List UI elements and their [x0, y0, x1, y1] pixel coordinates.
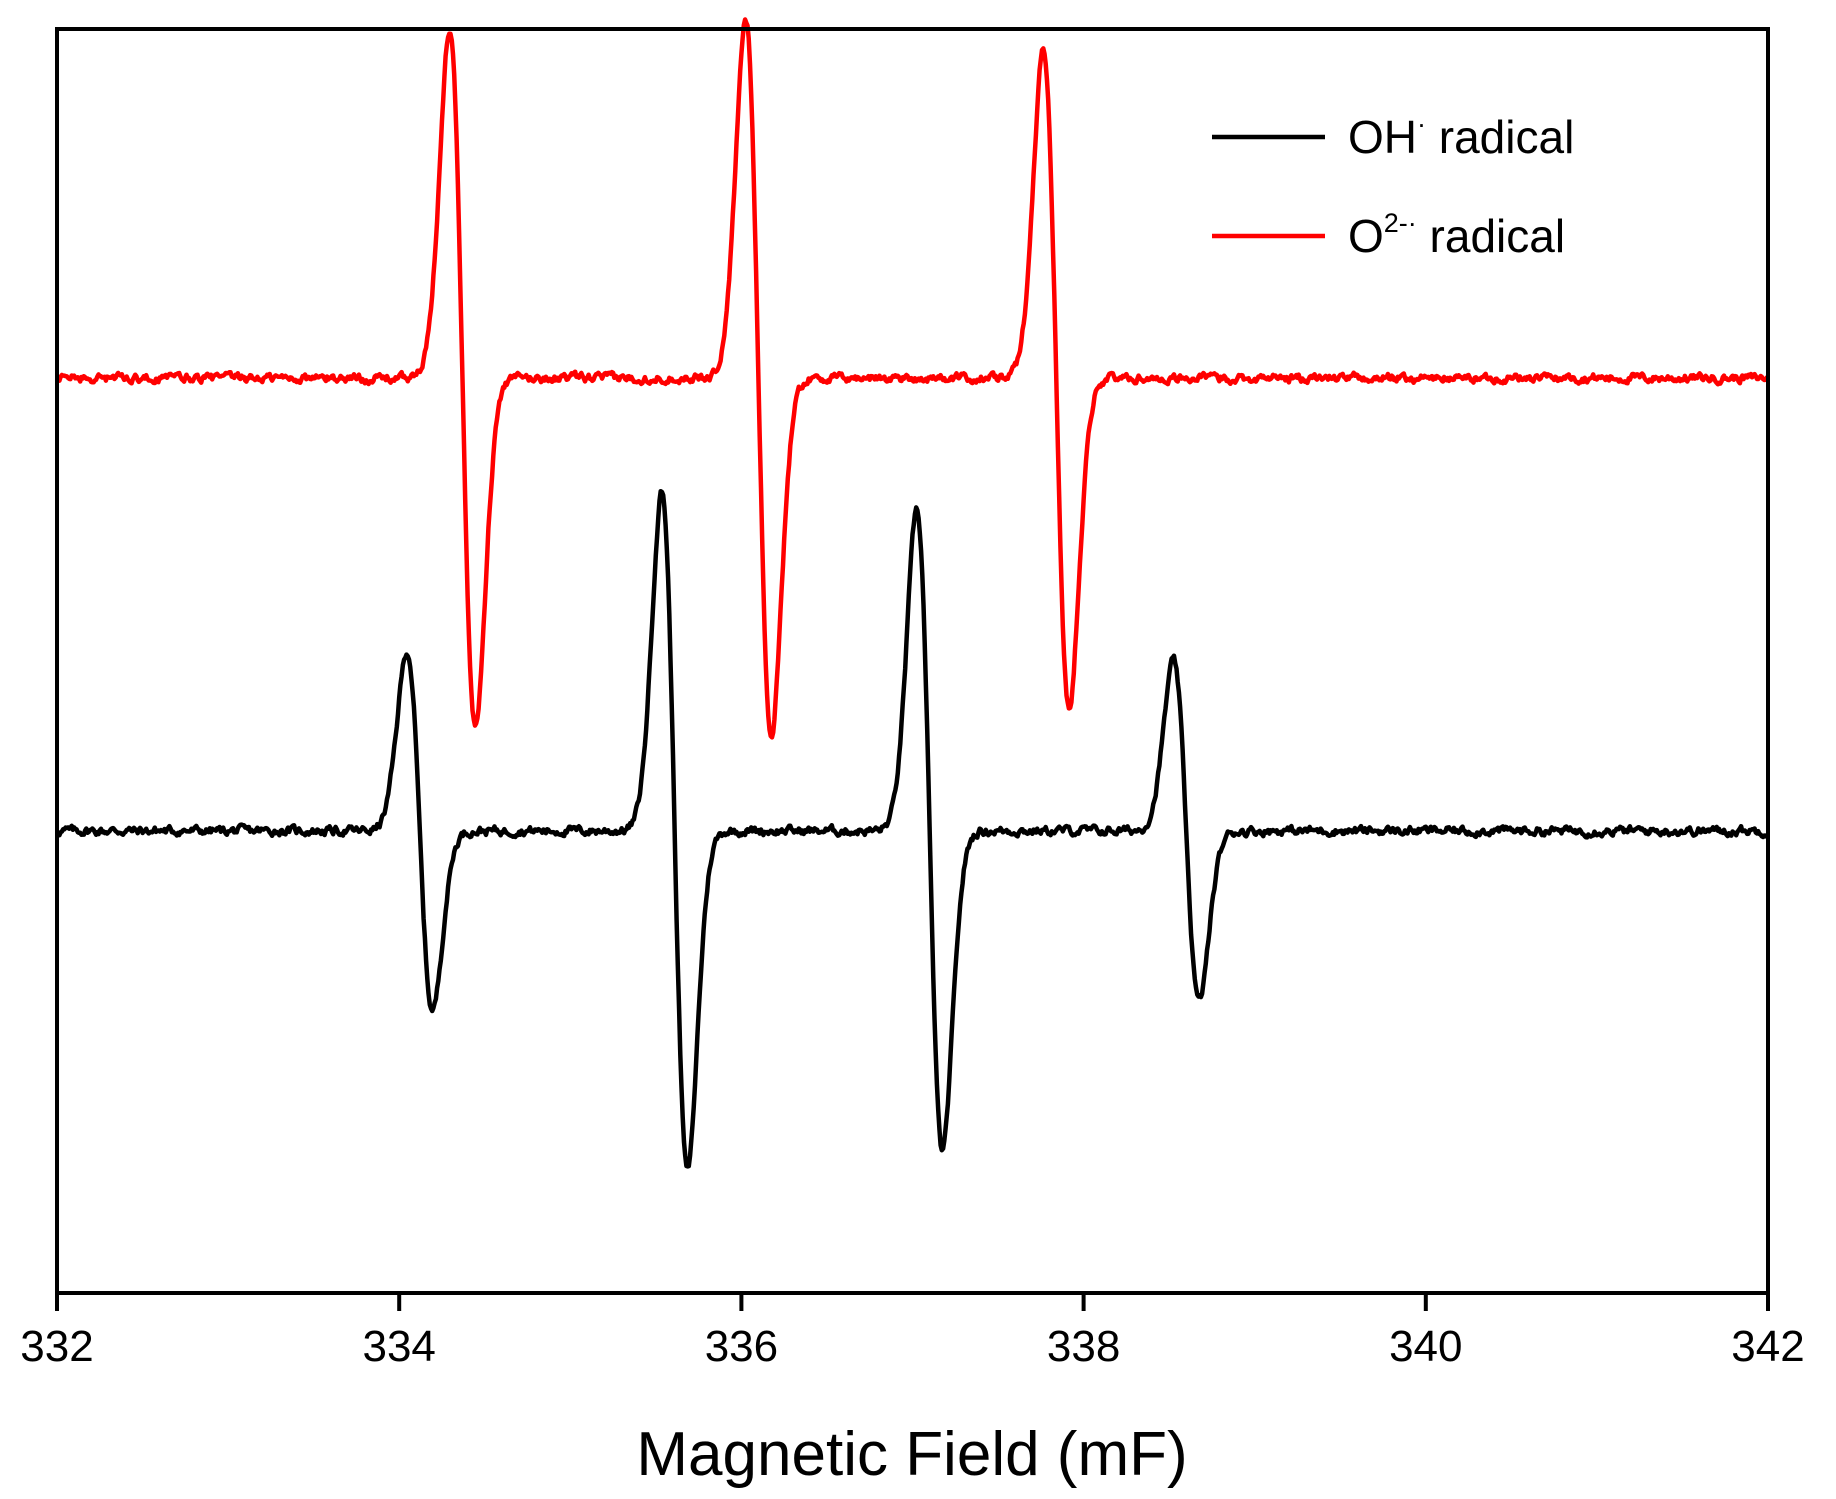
legend-label-suffix: radical — [1417, 210, 1565, 262]
plot-frame — [55, 27, 1770, 1295]
plot-series-group — [55, 17, 1770, 1169]
x-tick-label: 336 — [705, 1322, 778, 1371]
legend-label-sup: · — [1417, 109, 1426, 139]
x-tick-label: 342 — [1731, 1322, 1804, 1371]
legend-label-base: OH — [1348, 111, 1417, 163]
series-line-oh-radical — [55, 488, 1770, 1169]
x-tick-label: 332 — [20, 1322, 93, 1371]
legend-label-suffix: radical — [1426, 111, 1574, 163]
x-axis-title: Magnetic Field (mF) — [636, 1420, 1187, 1489]
legend-label-sup: 2-· — [1384, 208, 1417, 238]
x-tick-label: 334 — [362, 1322, 435, 1371]
series-line-o2-radical — [55, 17, 1770, 740]
legend-label: O2-· radical — [1348, 208, 1565, 262]
x-tick-label: 338 — [1047, 1322, 1120, 1371]
x-axis-ticks: 332 334 336 338 340 342 — [20, 1293, 1805, 1371]
legend-label: OH· radical — [1348, 109, 1574, 163]
x-tick-label: 340 — [1389, 1322, 1462, 1371]
legend-label-base: O — [1348, 210, 1384, 262]
